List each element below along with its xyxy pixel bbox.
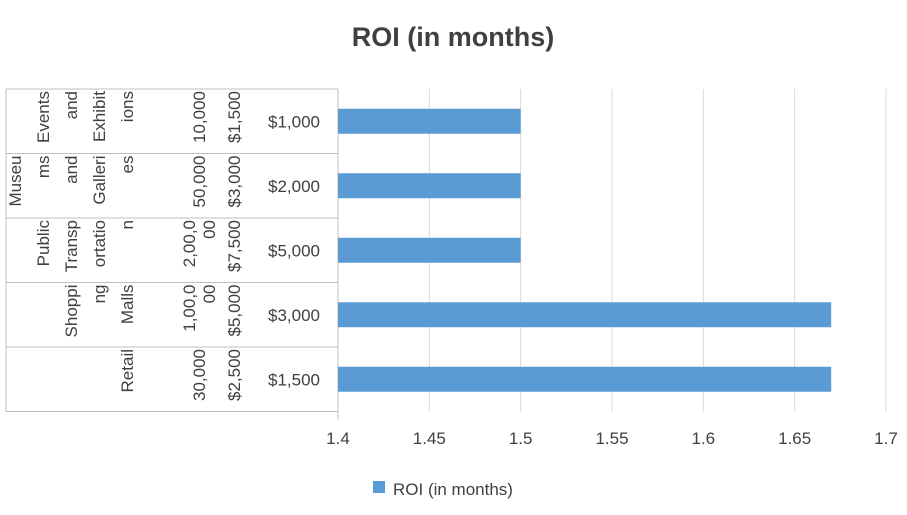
category-label-level3: 30,000 xyxy=(190,349,209,401)
category-label-level3: 00 xyxy=(200,285,219,304)
legend: ROI (in months) xyxy=(373,480,513,499)
category-label-level4: ortatio xyxy=(90,220,109,267)
category-label-level4: Galleri xyxy=(90,156,109,205)
category-label-level4: Exhibit xyxy=(90,91,109,142)
gridlines xyxy=(428,89,887,412)
category-label-level2: $7,500 xyxy=(225,220,244,272)
x-tick-label: 1.65 xyxy=(778,429,811,448)
x-tick-label: 1.5 xyxy=(509,429,533,448)
category-label-level4: and xyxy=(62,156,81,184)
x-axis-ticks: 1.4 1.45 1.5 1.55 1.6 1.65 1.7 xyxy=(326,429,898,448)
x-tick-label: 1.4 xyxy=(326,429,350,448)
bar xyxy=(338,237,521,263)
category-label-level4: Events xyxy=(34,91,53,143)
category-label-level4: Public xyxy=(34,220,53,267)
category-label-level4: and xyxy=(62,91,81,119)
legend-label: ROI (in months) xyxy=(393,480,513,499)
category-label-level3: 1,00,0 xyxy=(180,285,199,332)
category-label-level3: 50,000 xyxy=(190,156,209,208)
category-label-level4: ms xyxy=(34,156,53,179)
category-label-level4: Malls xyxy=(118,285,137,325)
bar xyxy=(338,108,521,134)
category-label-level2: $5,000 xyxy=(225,285,244,337)
category-label-level4: n xyxy=(118,220,137,229)
legend-swatch xyxy=(373,481,385,493)
bar xyxy=(338,366,832,392)
category-label-level1: $5,000 xyxy=(268,241,320,260)
bars xyxy=(338,108,832,392)
category-label-level3: 10,000 xyxy=(190,91,209,143)
category-label-level4: Shoppi xyxy=(62,285,81,338)
category-label-level4: Museu xyxy=(6,156,25,207)
category-label-level3: 00 xyxy=(200,220,219,239)
category-label-level4: es xyxy=(118,156,137,174)
category-label-level1: $2,000 xyxy=(268,177,320,196)
category-table: $1,000 $1,500 10,000 Events and Exhibit ions $2… xyxy=(5,88,339,420)
category-label-level4: Transp xyxy=(62,220,81,272)
category-label-level1: $1,500 xyxy=(268,370,320,389)
chart-title: ROI (in months) xyxy=(352,22,554,52)
category-label-level3: 2,00,0 xyxy=(180,220,199,267)
category-label-level4: ng xyxy=(90,285,109,304)
category-label-level2: $2,500 xyxy=(225,349,244,401)
category-label-level4: Retail xyxy=(118,349,137,392)
x-tick-label: 1.6 xyxy=(692,429,716,448)
bar xyxy=(338,302,832,328)
x-tick-label: 1.7 xyxy=(874,429,898,448)
category-label-level1: $3,000 xyxy=(268,306,320,325)
category-label-level2: $3,000 xyxy=(225,156,244,208)
category-label-level2: $1,500 xyxy=(225,91,244,143)
x-tick-label: 1.55 xyxy=(595,429,628,448)
category-label-level4: ions xyxy=(118,91,137,122)
x-tick-label: 1.45 xyxy=(413,429,446,448)
category-label-level1: $1,000 xyxy=(268,112,320,131)
bar xyxy=(338,173,521,199)
